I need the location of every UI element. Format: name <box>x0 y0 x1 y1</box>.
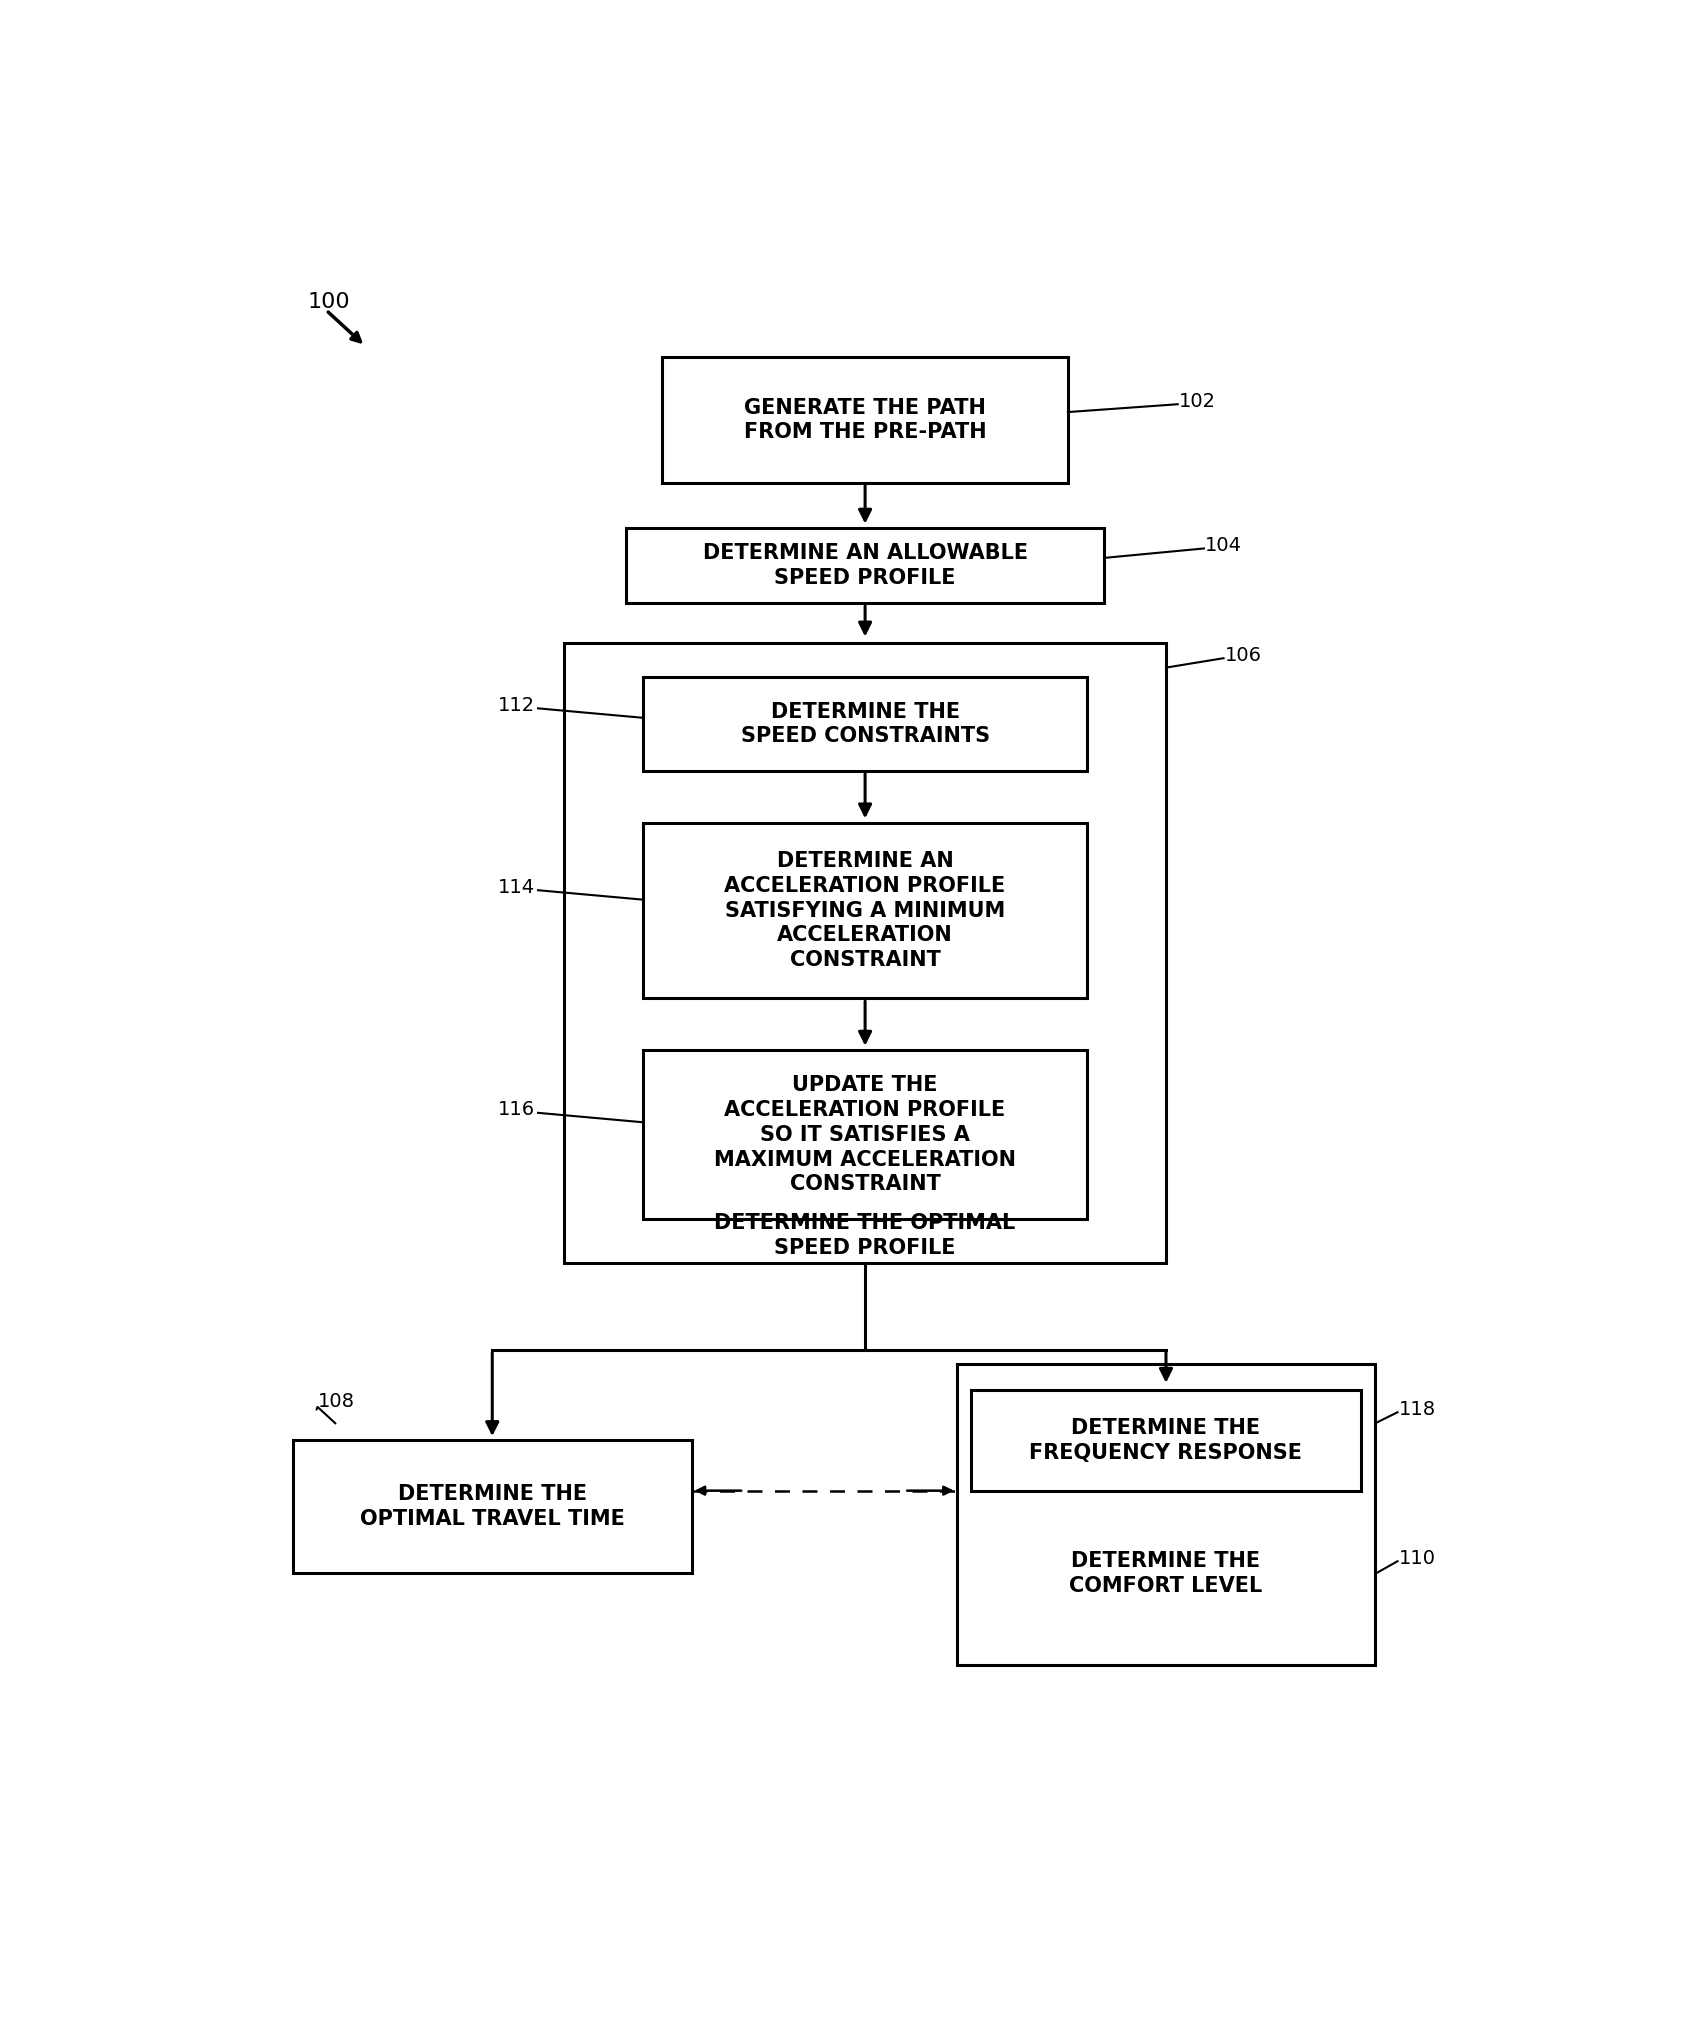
Bar <box>643 823 1087 998</box>
Text: 112: 112 <box>498 696 535 715</box>
Text: DETERMINE THE
OPTIMAL TRAVEL TIME: DETERMINE THE OPTIMAL TRAVEL TIME <box>360 1484 625 1529</box>
Bar <box>643 678 1087 772</box>
Text: DETERMINE THE
COMFORT LEVEL: DETERMINE THE COMFORT LEVEL <box>1070 1551 1263 1596</box>
Text: DETERMINE THE
FREQUENCY RESPONSE: DETERMINE THE FREQUENCY RESPONSE <box>1030 1419 1303 1464</box>
Text: DETERMINE THE OPTIMAL
SPEED PROFILE: DETERMINE THE OPTIMAL SPEED PROFILE <box>714 1213 1016 1258</box>
Text: 110: 110 <box>1399 1549 1436 1568</box>
Text: 118: 118 <box>1399 1399 1436 1419</box>
Text: DETERMINE AN ALLOWABLE
SPEED PROFILE: DETERMINE AN ALLOWABLE SPEED PROFILE <box>702 544 1028 588</box>
Bar <box>564 643 1166 1262</box>
Text: DETERMINE THE
SPEED CONSTRAINTS: DETERMINE THE SPEED CONSTRAINTS <box>741 702 989 747</box>
Bar <box>643 1051 1087 1220</box>
Bar <box>662 356 1069 483</box>
Text: DETERMINE AN
ACCELERATION PROFILE
SATISFYING A MINIMUM
ACCELERATION
CONSTRAINT: DETERMINE AN ACCELERATION PROFILE SATISF… <box>724 851 1006 971</box>
Text: 114: 114 <box>498 878 535 896</box>
Text: 116: 116 <box>498 1099 535 1120</box>
Text: 108: 108 <box>319 1393 354 1411</box>
Text: 102: 102 <box>1178 391 1215 411</box>
Text: 106: 106 <box>1225 645 1263 664</box>
Text: 104: 104 <box>1205 535 1242 556</box>
Text: GENERATE THE PATH
FROM THE PRE-PATH: GENERATE THE PATH FROM THE PRE-PATH <box>744 397 986 442</box>
Bar <box>626 527 1104 603</box>
Text: 100: 100 <box>307 293 349 312</box>
Text: UPDATE THE
ACCELERATION PROFILE
SO IT SATISFIES A
MAXIMUM ACCELERATION
CONSTRAIN: UPDATE THE ACCELERATION PROFILE SO IT SA… <box>714 1075 1016 1195</box>
Bar <box>292 1439 692 1574</box>
Bar <box>957 1364 1376 1665</box>
Bar <box>971 1389 1361 1492</box>
